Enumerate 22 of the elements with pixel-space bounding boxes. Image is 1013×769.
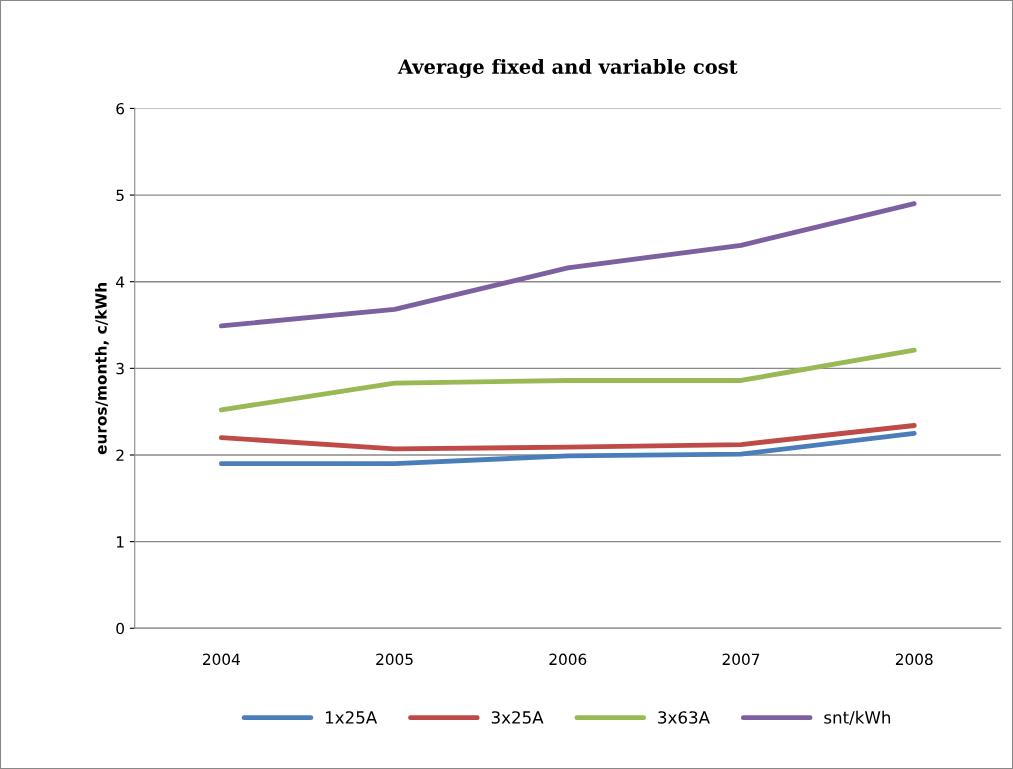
legend-label: snt/kWh: [824, 710, 891, 726]
line-series: [218, 430, 917, 467]
x-tick-label: 2008: [895, 653, 933, 666]
y-tick-label: 4: [116, 276, 125, 288]
legend-label: 3x25A: [491, 711, 544, 724]
y-axis-title: euros/month, c/kWh: [94, 283, 109, 455]
x-tick-label: 2007: [722, 653, 760, 666]
line-series: [218, 201, 917, 329]
x-tick-label: 2004: [203, 653, 240, 666]
y-tick-label: 1: [116, 536, 124, 548]
y-tick-label: 0: [116, 622, 124, 635]
y-tick-label: 6: [116, 102, 125, 115]
legend-label: 1x25A: [325, 711, 378, 724]
x-tick-label: 2005: [376, 653, 413, 666]
line-series: [218, 347, 917, 413]
chart-title: Average fixed and variable cost: [397, 58, 738, 79]
y-tick-label: 3: [116, 362, 124, 375]
x-tick-label: 2006: [549, 653, 587, 666]
line-series: [218, 423, 917, 452]
y-tick-label: 2: [116, 449, 124, 461]
legend-label: 3x63A: [658, 711, 710, 724]
y-tick-label: 5: [116, 189, 124, 202]
